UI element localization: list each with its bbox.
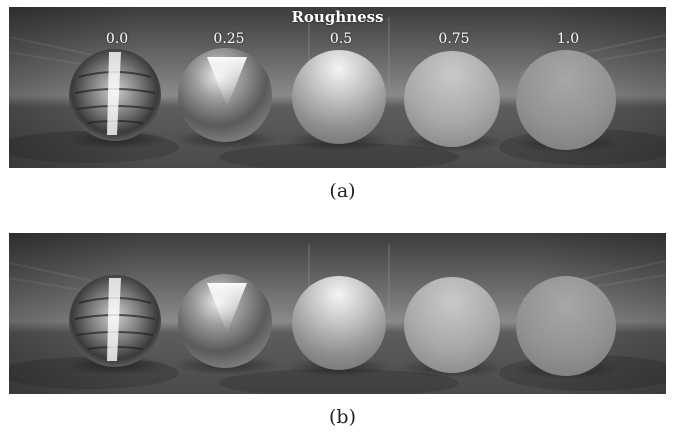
figure-title: Roughness	[291, 8, 384, 26]
sphere-roughness-10	[516, 276, 616, 376]
sphere-roughness-0	[69, 275, 161, 367]
roughness-label-0: 0.0	[105, 31, 129, 47]
render-panel-a: Roughness 0.0 0.25 0.5 0.75 1.0	[9, 7, 666, 168]
sphere-roughness-025	[178, 274, 272, 368]
caption-b: (b)	[329, 406, 356, 428]
caption-a: (a)	[329, 180, 356, 202]
render-panel-b	[9, 233, 666, 394]
roughness-label-075: 0.75	[438, 31, 470, 47]
roughness-label-05: 0.5	[329, 31, 353, 47]
sphere-roughness-025	[178, 48, 272, 142]
sphere-row-b	[9, 233, 666, 394]
sphere-roughness-0	[69, 49, 161, 141]
sphere-row-a	[9, 7, 666, 168]
sphere-roughness-075	[404, 277, 500, 373]
roughness-label-10: 1.0	[556, 31, 580, 47]
sphere-roughness-075	[404, 51, 500, 147]
sphere-roughness-05	[292, 50, 386, 144]
sphere-roughness-05	[292, 276, 386, 370]
roughness-label-025: 0.25	[213, 31, 245, 47]
sphere-roughness-10	[516, 50, 616, 150]
